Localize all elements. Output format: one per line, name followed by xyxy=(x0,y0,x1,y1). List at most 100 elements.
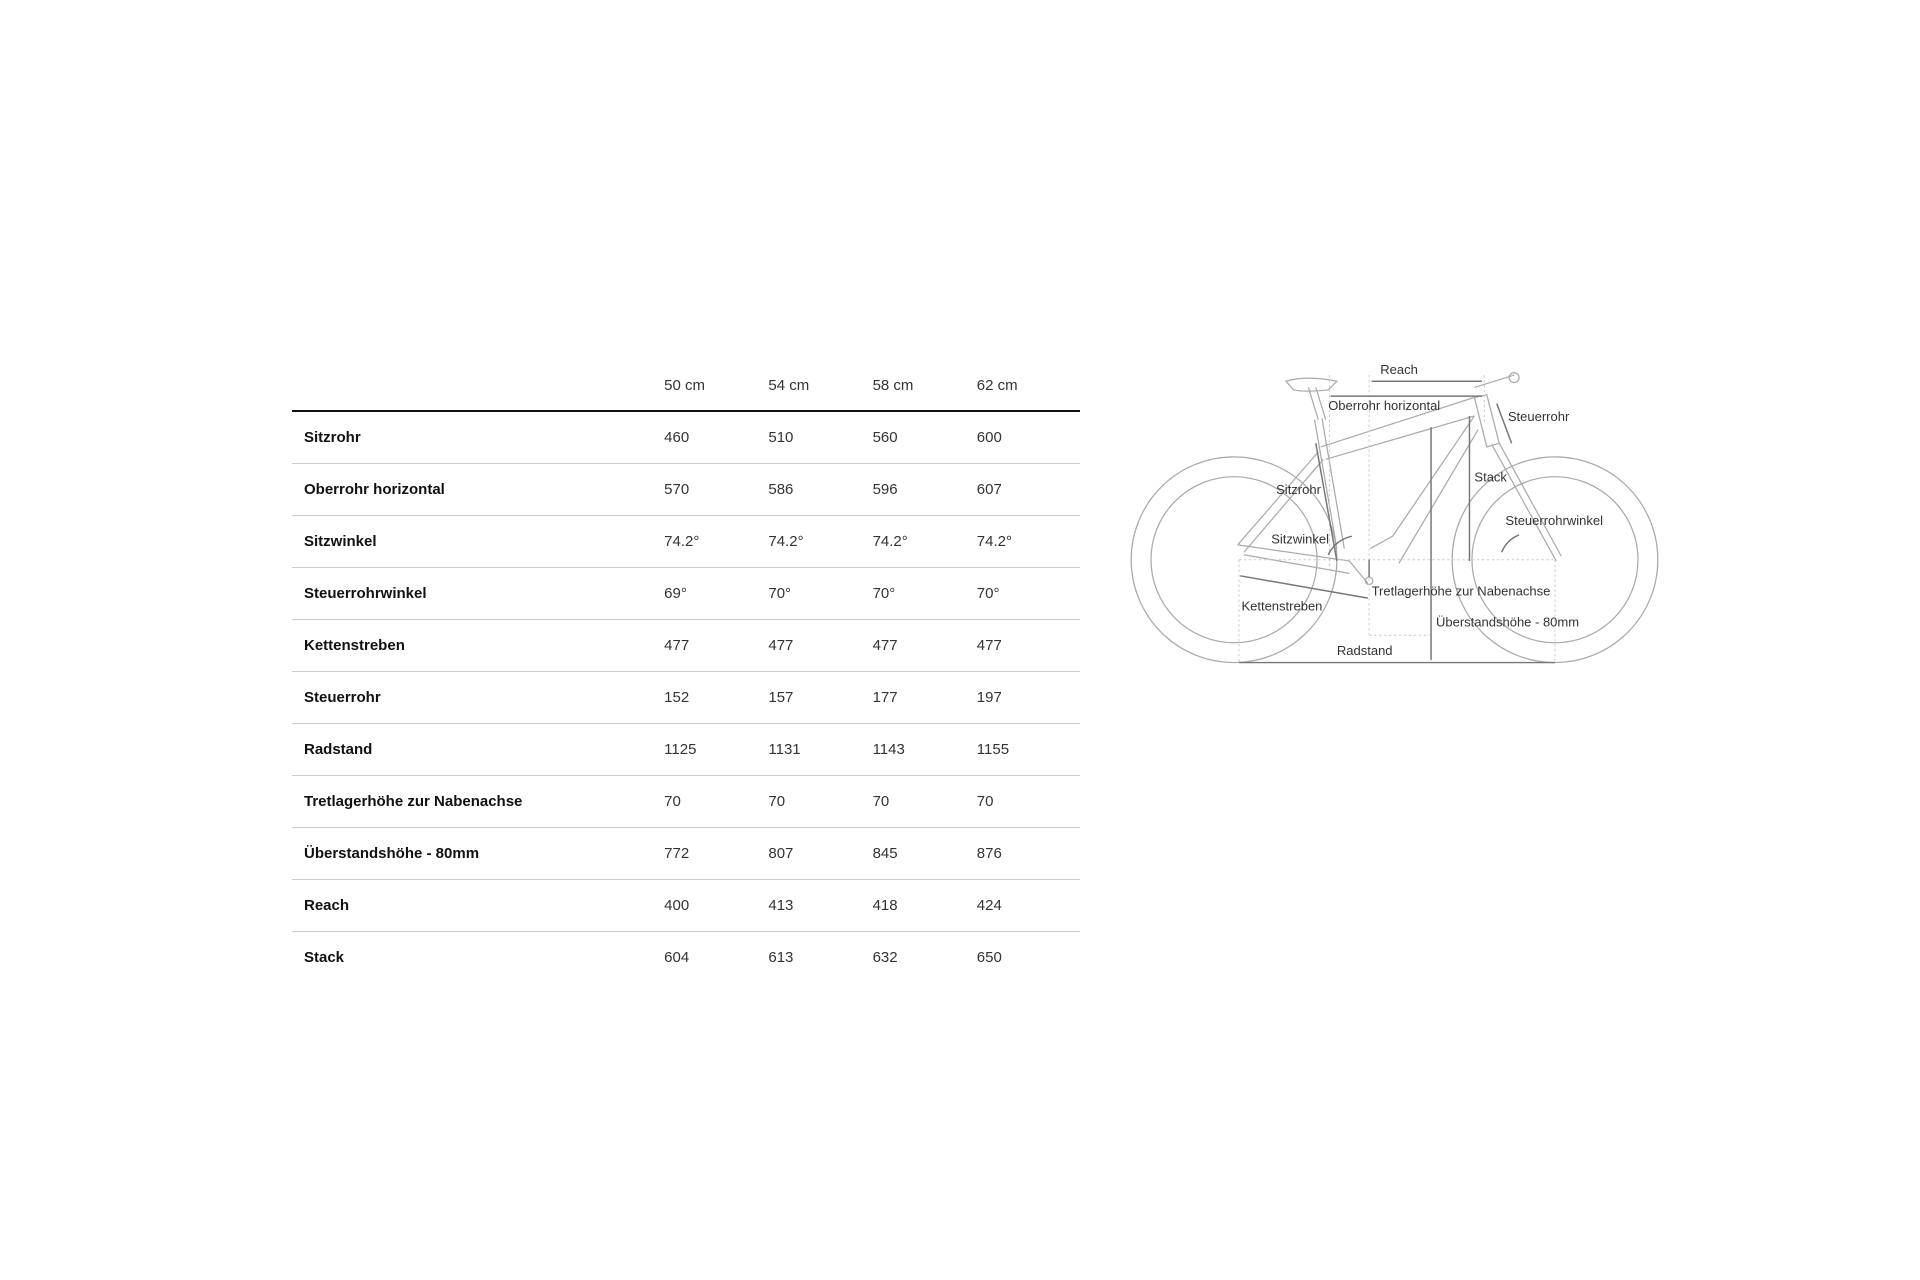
table-row: Überstandshöhe - 80mm 772 807 845 876 xyxy=(292,827,1080,880)
fork xyxy=(1491,442,1562,562)
table-row: Tretlagerhöhe zur Nabenachse 70 70 70 70 xyxy=(292,775,1080,828)
row-value: 600 xyxy=(975,411,1080,464)
bike-geometry-diagram: Reach Oberrohr horizontal Steuerrohr Sta… xyxy=(1130,362,1659,664)
row-label: Radstand xyxy=(292,723,664,776)
row-value: 477 xyxy=(663,619,768,672)
dimension-arrows xyxy=(1238,380,1555,664)
label-steuerrohrwinkel: Steuerrohrwinkel xyxy=(1505,513,1603,528)
row-label: Stack xyxy=(304,949,345,966)
row-value: 74.2° xyxy=(663,515,768,568)
row-value: 604 xyxy=(664,949,690,966)
table-row: Reach 400 413 418 424 xyxy=(292,879,1080,932)
row-value: 70 xyxy=(871,775,976,828)
row-value: 70° xyxy=(871,567,976,620)
row-value: 807 xyxy=(767,827,872,880)
steuerrohrwinkel-arrow xyxy=(1501,534,1520,553)
row-label: Tretlagerhöhe zur Nabenachse xyxy=(292,775,664,828)
column-header: 50 cm xyxy=(663,360,768,412)
row-label: Sitzrohr xyxy=(292,411,664,464)
label-radstand: Radstand xyxy=(1337,643,1393,658)
saddle xyxy=(1284,377,1339,392)
row-value: 177 xyxy=(871,671,976,724)
table-row: Kettenstreben 477 477 477 477 xyxy=(292,619,1080,672)
column-header: 62 cm xyxy=(975,360,1080,412)
table-row: Radstand 1125 1131 1143 1155 xyxy=(292,723,1080,776)
row-value: 477 xyxy=(767,619,872,672)
seat-stay xyxy=(1237,451,1324,553)
label-sitzrohr: Sitzrohr xyxy=(1276,482,1321,497)
row-value: 1143 xyxy=(871,723,976,776)
row-value: 477 xyxy=(975,619,1080,672)
row-label: Kettenstreben xyxy=(292,619,664,672)
row-value: 845 xyxy=(871,827,976,880)
table-row: Sitzwinkel 74.2° 74.2° 74.2° 74.2° xyxy=(292,515,1080,568)
down-tube xyxy=(1370,415,1479,564)
top-tube xyxy=(1320,396,1475,460)
label-stack: Stack xyxy=(1474,470,1507,485)
row-label: Überstandshöhe - 80mm xyxy=(292,827,664,880)
row-value: 70° xyxy=(767,567,872,620)
row-value: 157 xyxy=(767,671,872,724)
row-value: 607 xyxy=(975,463,1080,516)
row-value: 772 xyxy=(663,827,768,880)
label-kettenstreben: Kettenstreben xyxy=(1241,599,1322,614)
row-value: 1131 xyxy=(767,723,872,776)
row-value: 413 xyxy=(767,879,872,932)
label-ueberstand: Überstandshöhe - 80mm xyxy=(1436,615,1579,630)
row-value: 70° xyxy=(975,567,1080,620)
row-value: 586 xyxy=(767,463,872,516)
row-value: 70 xyxy=(767,775,872,828)
geometry-table: 50 cm 54 cm 58 cm 62 cm Sitzrohr 460 510 56… xyxy=(292,360,1080,983)
row-value: 460 xyxy=(663,411,768,464)
row-value: 74.2° xyxy=(871,515,976,568)
row-value: 70 xyxy=(975,775,1080,828)
label-tretlager: Tretlagerhöhe zur Nabenachse xyxy=(1372,584,1551,599)
label-oberrohr: Oberrohr horizontal xyxy=(1328,398,1440,413)
row-value: 1155 xyxy=(975,723,1080,776)
rear-wheel-inner xyxy=(1150,476,1318,644)
table-row: Oberrohr horizontal 570 586 596 607 xyxy=(292,463,1080,516)
column-header: 54 cm xyxy=(767,360,872,412)
sitzwinkel-arrow xyxy=(1327,535,1352,556)
row-value: 560 xyxy=(871,411,976,464)
steuerrohr-arrow xyxy=(1496,403,1513,444)
stem-handlebar xyxy=(1474,374,1515,389)
row-value: 197 xyxy=(975,671,1080,724)
table-row: Steuerrohrwinkel 69° 70° 70° 70° xyxy=(292,567,1080,620)
row-value: 876 xyxy=(975,827,1080,880)
row-value: 570 xyxy=(663,463,768,516)
seat-post xyxy=(1307,387,1327,420)
seat-tube xyxy=(1313,418,1345,549)
row-value: 632 xyxy=(872,949,898,966)
row-value: 510 xyxy=(767,411,872,464)
table-row: Steuerrohr 152 157 177 197 xyxy=(292,671,1080,724)
row-value: 74.2° xyxy=(767,515,872,568)
table-row: Sitzrohr 460 510 560 600 xyxy=(292,411,1080,464)
row-value: 152 xyxy=(663,671,768,724)
column-header: 58 cm xyxy=(871,360,976,412)
row-value: 70 xyxy=(663,775,768,828)
row-value: 613 xyxy=(768,949,794,966)
chain-stay xyxy=(1237,544,1369,584)
bike-frame-drawing xyxy=(1130,371,1659,664)
row-label: Oberrohr horizontal xyxy=(292,463,664,516)
row-label: Steuerrohrwinkel xyxy=(292,567,664,620)
label-sitzwinkel: Sitzwinkel xyxy=(1271,532,1329,547)
row-value: 596 xyxy=(871,463,976,516)
row-value: 69° xyxy=(663,567,768,620)
head-tube xyxy=(1473,394,1500,448)
row-value: 74.2° xyxy=(975,515,1080,568)
guide-lines xyxy=(1238,375,1556,663)
sitzrohr-arrow xyxy=(1315,443,1338,562)
row-label: Sitzwinkel xyxy=(292,515,664,568)
handlebar-end xyxy=(1508,371,1520,384)
kettenstreben-arrow xyxy=(1240,575,1368,599)
row-value: 418 xyxy=(871,879,976,932)
row-value: 650 xyxy=(976,949,1002,966)
row-value: 1125 xyxy=(663,723,768,776)
row-value: 424 xyxy=(975,879,1080,932)
row-label: Reach xyxy=(292,879,664,932)
table-header-row: 50 cm 54 cm 58 cm 62 cm xyxy=(292,360,1080,412)
label-reach: Reach xyxy=(1380,362,1418,377)
row-value: 400 xyxy=(663,879,768,932)
